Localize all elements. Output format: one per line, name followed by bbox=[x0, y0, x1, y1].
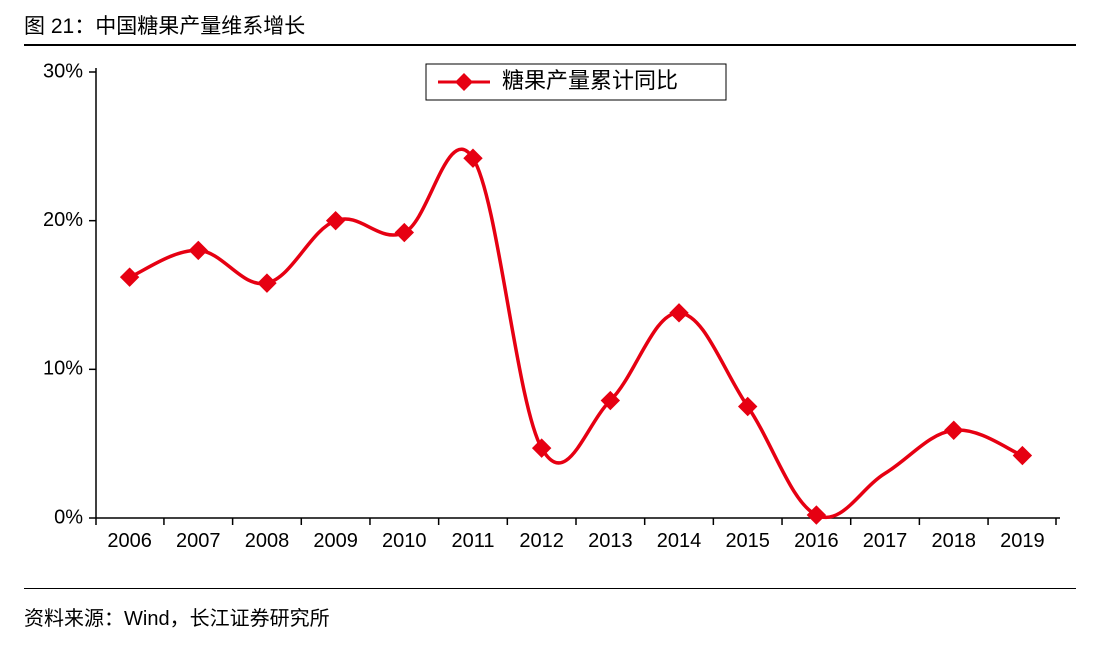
data-marker bbox=[121, 268, 139, 286]
x-tick-label: 2012 bbox=[519, 530, 564, 552]
y-tick-label: 30% bbox=[43, 60, 83, 82]
line-chart: 0% 10% 20% 30% 2006 2007 2008 2009 2010 2011 2012 2… bbox=[24, 54, 1076, 570]
x-tick-label: 2006 bbox=[107, 530, 152, 552]
figure-title: 图 21：中国糖果产量维系增长 bbox=[24, 10, 305, 40]
x-tick-label: 2009 bbox=[313, 530, 358, 552]
data-marker bbox=[327, 212, 345, 230]
data-marker bbox=[1013, 447, 1031, 465]
data-marker bbox=[945, 421, 963, 439]
series-line bbox=[130, 149, 1023, 517]
footer-rule bbox=[24, 588, 1076, 589]
x-tick-label: 2008 bbox=[245, 530, 290, 552]
data-marker bbox=[258, 274, 276, 292]
x-tick-label: 2015 bbox=[725, 530, 770, 552]
legend: 糖果产量累计同比 bbox=[426, 64, 726, 100]
x-tick-label: 2013 bbox=[588, 530, 633, 552]
x-tick-label: 2018 bbox=[931, 530, 976, 552]
y-tick-label: 0% bbox=[54, 506, 83, 528]
data-marker bbox=[533, 439, 551, 457]
x-tick-label: 2016 bbox=[794, 530, 839, 552]
title-rule bbox=[24, 44, 1076, 46]
figure-container: 图 21：中国糖果产量维系增长 0% 10% 20% 30% 2006 2007 2008 2… bbox=[0, 0, 1100, 650]
x-tick-label: 2014 bbox=[657, 530, 702, 552]
data-marker bbox=[189, 241, 207, 259]
x-tick-label: 2019 bbox=[1000, 530, 1045, 552]
y-tick-label: 10% bbox=[43, 358, 83, 380]
x-tick-label: 2017 bbox=[863, 530, 908, 552]
x-tick-label: 2011 bbox=[451, 530, 494, 552]
source-label: 资料来源：Wind，长江证券研究所 bbox=[24, 602, 330, 631]
x-tick-label: 2010 bbox=[382, 530, 427, 552]
legend-text: 糖果产量累计同比 bbox=[502, 68, 678, 93]
data-marker bbox=[670, 304, 688, 322]
chart-area: 0% 10% 20% 30% 2006 2007 2008 2009 2010 2011 2012 2… bbox=[24, 54, 1076, 570]
data-marker bbox=[739, 398, 757, 416]
x-tick-label: 2007 bbox=[176, 530, 221, 552]
y-tick-label: 20% bbox=[43, 209, 83, 231]
